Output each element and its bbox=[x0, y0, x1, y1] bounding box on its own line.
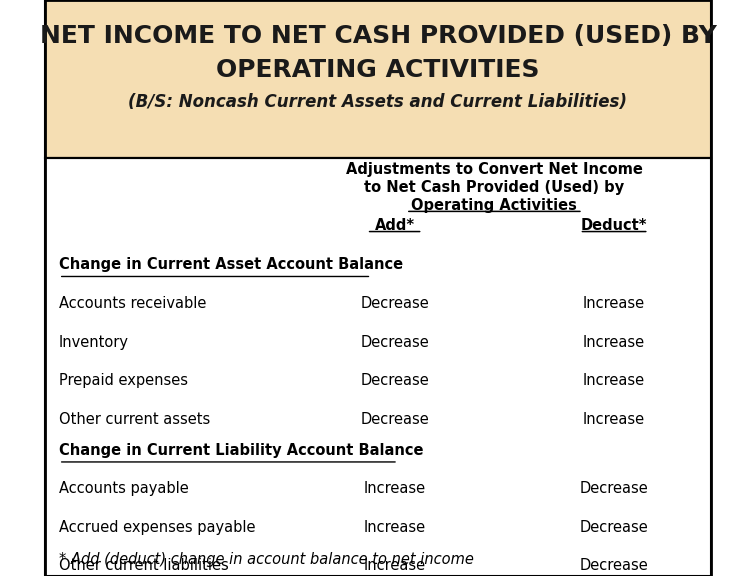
Text: Accounts receivable: Accounts receivable bbox=[59, 296, 206, 311]
Text: Accrued expenses payable: Accrued expenses payable bbox=[59, 520, 256, 535]
Text: Decrease: Decrease bbox=[361, 335, 429, 350]
Text: Increase: Increase bbox=[583, 296, 645, 311]
Text: to Net Cash Provided (Used) by: to Net Cash Provided (Used) by bbox=[364, 180, 624, 195]
Text: Deduct*: Deduct* bbox=[581, 218, 647, 233]
Text: Increase: Increase bbox=[364, 558, 426, 573]
Text: Add*: Add* bbox=[374, 218, 415, 233]
Text: Accounts payable: Accounts payable bbox=[59, 481, 188, 496]
Text: Increase: Increase bbox=[583, 373, 645, 388]
Text: * Add (deduct) change in account balance to net income: * Add (deduct) change in account balance… bbox=[59, 552, 474, 567]
Text: Prepaid expenses: Prepaid expenses bbox=[59, 373, 187, 388]
Text: Operating Activities: Operating Activities bbox=[411, 198, 578, 213]
Text: Adjustments to Convert Net Income: Adjustments to Convert Net Income bbox=[346, 162, 643, 177]
Text: (B/S: Noncash Current Assets and Current Liabilities): (B/S: Noncash Current Assets and Current… bbox=[129, 93, 627, 111]
Text: Decrease: Decrease bbox=[361, 412, 429, 427]
Text: Decrease: Decrease bbox=[361, 296, 429, 311]
Text: Decrease: Decrease bbox=[580, 520, 649, 535]
FancyBboxPatch shape bbox=[45, 0, 711, 158]
Text: Increase: Increase bbox=[364, 481, 426, 496]
Text: Change in Current Liability Account Balance: Change in Current Liability Account Bala… bbox=[59, 443, 423, 458]
Text: Decrease: Decrease bbox=[580, 558, 649, 573]
Text: Other current assets: Other current assets bbox=[59, 412, 210, 427]
Text: OPERATING ACTIVITIES: OPERATING ACTIVITIES bbox=[216, 58, 540, 82]
FancyBboxPatch shape bbox=[45, 158, 711, 576]
Text: Other current liabilities: Other current liabilities bbox=[59, 558, 228, 573]
Text: Inventory: Inventory bbox=[59, 335, 129, 350]
Text: Increase: Increase bbox=[583, 412, 645, 427]
Text: Increase: Increase bbox=[364, 520, 426, 535]
Text: NET INCOME TO NET CASH PROVIDED (USED) BY: NET INCOME TO NET CASH PROVIDED (USED) B… bbox=[39, 24, 717, 48]
Text: Increase: Increase bbox=[583, 335, 645, 350]
Text: Change in Current Asset Account Balance: Change in Current Asset Account Balance bbox=[59, 257, 403, 272]
Text: Decrease: Decrease bbox=[361, 373, 429, 388]
Text: Decrease: Decrease bbox=[580, 481, 649, 496]
